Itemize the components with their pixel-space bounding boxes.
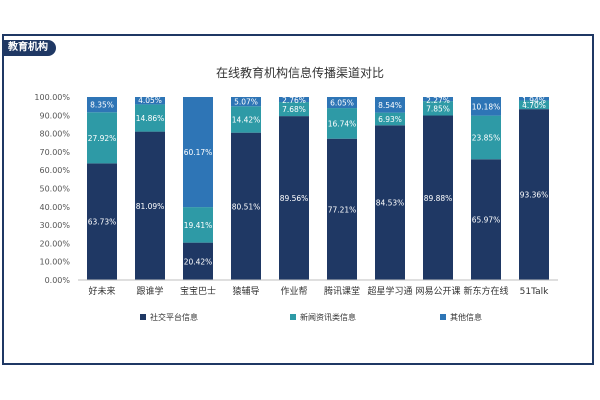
legend-swatch	[290, 314, 296, 320]
y-tick-label: 20.00%	[39, 239, 70, 248]
legend: 社交平台信息 新闻资讯类信息 其他信息	[140, 312, 482, 322]
category-label: 猿辅导	[232, 285, 259, 297]
data-label: 20.42%	[184, 257, 213, 266]
data-label: 19.41%	[184, 221, 213, 230]
bar-segment	[423, 115, 453, 281]
bar-segment	[327, 108, 357, 139]
y-tick-label: 100.00%	[34, 93, 70, 102]
data-label: 6.93%	[378, 115, 402, 124]
y-tick-label: 90.00%	[39, 111, 70, 120]
legend-label: 新闻资讯类信息	[300, 312, 356, 322]
legend-swatch	[440, 314, 446, 320]
y-tick-label: 0.00%	[45, 276, 71, 285]
data-label: 8.35%	[90, 101, 114, 110]
bar-segment	[87, 112, 117, 164]
y-axis: 0.00% 10.00% 20.00% 30.00% 40.00% 50.00% 60.00…	[34, 93, 70, 285]
data-label: 1.94%	[522, 96, 546, 105]
data-label: 7.85%	[426, 104, 450, 113]
bar-segment	[135, 97, 165, 105]
bar-segment	[183, 207, 213, 243]
category-label: 腾讯课堂	[324, 285, 360, 297]
data-label: 60.17%	[184, 148, 213, 157]
category-tag: 教育机构	[2, 40, 56, 56]
bar-segment	[87, 97, 117, 113]
bar-segment	[423, 101, 453, 116]
data-label: 14.86%	[136, 114, 165, 123]
bars: 63.73% 27.92% 8.35% 81.09% 14.86% 4.05% 20.42%…	[87, 96, 549, 281]
bar-segment	[135, 131, 165, 280]
y-tick-label: 10.00%	[39, 258, 70, 267]
bar-segment	[327, 97, 357, 109]
bar-segment	[183, 97, 213, 208]
legend-label: 社交平台信息	[150, 312, 198, 322]
data-label: 81.09%	[136, 202, 165, 211]
data-label: 10.18%	[472, 102, 501, 111]
category-label: 好未来	[88, 285, 115, 297]
data-label: 14.42%	[232, 115, 261, 124]
data-label: 2.76%	[282, 96, 306, 105]
data-label: 80.51%	[232, 202, 261, 211]
bar-segment	[87, 163, 117, 280]
data-label: 63.73%	[88, 218, 117, 227]
category-label: 新东方在线	[463, 285, 508, 297]
data-label: 89.88%	[424, 194, 453, 203]
data-label: 77.21%	[328, 205, 357, 214]
y-tick-label: 50.00%	[39, 185, 70, 194]
bar-segment	[375, 112, 405, 126]
bar-segment	[471, 115, 501, 160]
data-label: 4.05%	[138, 96, 162, 105]
data-label: 7.68%	[282, 105, 306, 114]
data-label: 27.92%	[88, 134, 117, 143]
bar-segment	[519, 97, 549, 101]
bar-segment	[375, 97, 405, 113]
bar-segment	[231, 97, 261, 107]
y-tick-label: 30.00%	[39, 221, 70, 230]
category-label: 网易公开课	[415, 286, 460, 297]
bar-segment	[135, 104, 165, 132]
data-label: 2.27%	[426, 96, 450, 105]
x-axis: 好未来 跟谁学 宝宝巴士 猿辅导 作业帮 腾讯课堂 超星学习通 网易公开课 新东方在线 51Tal…	[78, 279, 558, 297]
y-tick-label: 80.00%	[39, 130, 70, 139]
bar-segment	[231, 132, 261, 280]
data-label: 8.54%	[378, 101, 402, 110]
y-tick-label: 40.00%	[39, 203, 70, 212]
y-tick-label: 60.00%	[39, 166, 70, 175]
bar-segment	[183, 242, 213, 280]
bar-segment	[279, 97, 309, 103]
category-label: 跟谁学	[136, 285, 163, 297]
data-label: 84.53%	[376, 199, 405, 208]
bar-segment	[327, 138, 357, 280]
bar-segment	[471, 159, 501, 280]
y-tick-label: 70.00%	[39, 148, 70, 157]
bar-segment	[279, 116, 309, 281]
data-label: 5.07%	[234, 98, 258, 107]
category-label: 超星学习通	[367, 285, 412, 297]
data-label: 6.05%	[330, 99, 354, 108]
data-label: 16.74%	[328, 119, 357, 128]
data-label: 93.36%	[520, 191, 549, 200]
category-label: 作业帮	[280, 285, 307, 297]
bar-segment	[231, 106, 261, 133]
data-label: 23.85%	[472, 133, 501, 142]
bar-segment	[519, 100, 549, 110]
data-label: 65.97%	[472, 216, 501, 225]
bar-segment	[375, 125, 405, 281]
bar-segment	[471, 97, 501, 116]
bar-segment	[423, 97, 453, 102]
bar-segment	[519, 109, 549, 280]
chart-title: 在线教育机构信息传播渠道对比	[215, 66, 384, 80]
legend-label: 其他信息	[450, 312, 482, 322]
data-label: 4.70%	[522, 101, 546, 110]
bar-segment	[279, 102, 309, 117]
legend-swatch	[140, 314, 146, 320]
category-label: 宝宝巴士	[180, 285, 216, 297]
data-label: 89.56%	[280, 194, 309, 203]
category-label: 51Talk	[520, 287, 549, 297]
